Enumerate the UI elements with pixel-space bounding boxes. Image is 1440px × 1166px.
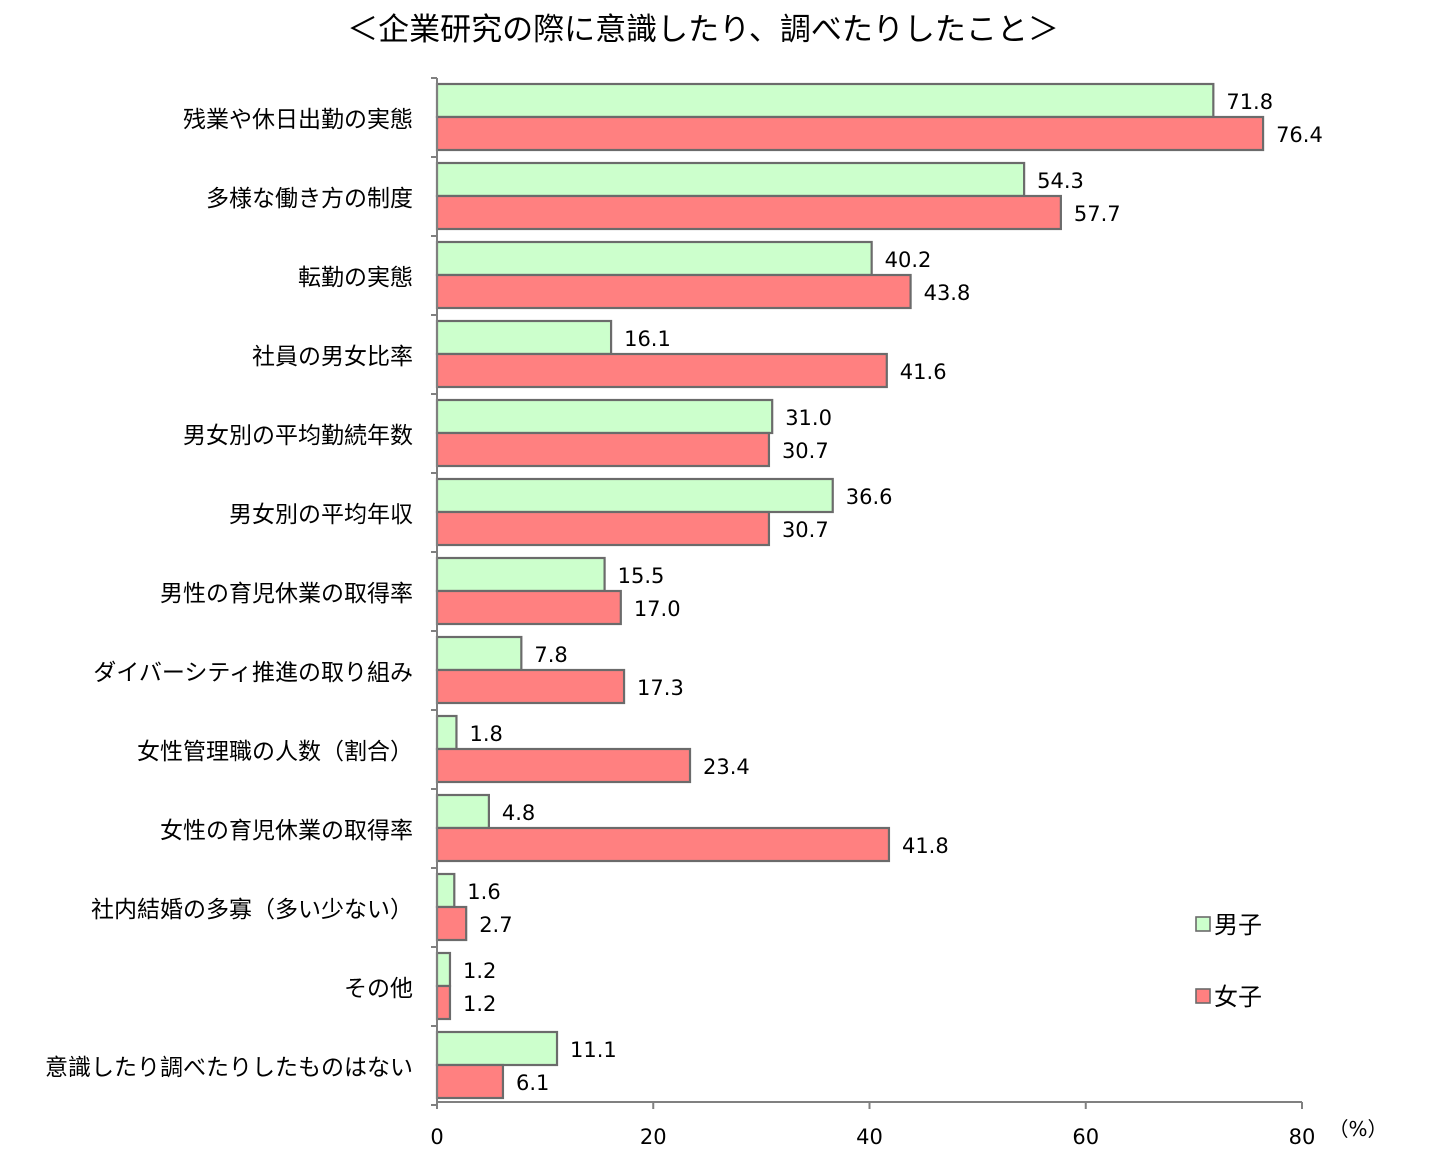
category-label: 男女別の平均年収 xyxy=(229,502,413,528)
unit-label: （%） xyxy=(1328,1117,1387,1141)
bar-female xyxy=(435,194,1062,231)
legend-label-female: 女子 xyxy=(1214,983,1262,1011)
legend-label-male: 男子 xyxy=(1214,911,1262,939)
category-label: 残業や休日出勤の実態 xyxy=(183,107,413,133)
category-label: 社内結婚の多寡（多い少ない） xyxy=(91,897,413,923)
bar-male xyxy=(435,951,452,988)
bar-female xyxy=(435,1063,505,1100)
category-label: 転勤の実態 xyxy=(298,265,413,291)
bar-male xyxy=(435,714,458,751)
data-label-male: 1.6 xyxy=(467,880,500,904)
bar-male xyxy=(435,793,491,830)
bar-female xyxy=(435,352,888,389)
data-label-female: 57.7 xyxy=(1074,202,1121,226)
bar-female xyxy=(435,431,771,468)
data-label-female: 6.1 xyxy=(516,1071,549,1095)
bars-layer: 残業や休日出勤の実態 71.876.4 多様な働き方の制度 54.3 57.7 転勤の実態… xyxy=(45,82,1323,1100)
data-label-male: 11.1 xyxy=(570,1038,617,1062)
data-label-female: 30.7 xyxy=(782,439,829,463)
bar-male xyxy=(435,556,606,593)
data-label-male: 54.3 xyxy=(1037,169,1084,193)
bar-female xyxy=(435,589,622,626)
chart-title: ＜企業研究の際に意識したり、調べたりしたこと＞ xyxy=(347,12,1059,48)
data-label-female: 1.2 xyxy=(463,992,496,1016)
bar-female xyxy=(435,668,626,705)
bar-female xyxy=(435,273,912,310)
x-tick-label: 40 xyxy=(856,1125,883,1149)
axis-layer: 0 20 40 60 80 xyxy=(430,77,1316,1149)
bar-male xyxy=(435,872,456,909)
data-label-male: 31.0 xyxy=(785,406,832,430)
data-label-male: 1.2 xyxy=(463,959,496,983)
data-label-male: 7.8 xyxy=(534,643,567,667)
bar-male xyxy=(435,319,613,356)
bar-male xyxy=(435,398,774,435)
data-label-female: 41.8 xyxy=(902,834,949,858)
category-label: ダイバーシティ推進の取り組み xyxy=(93,660,413,686)
category-label: 男女別の平均勤続年数 xyxy=(183,423,413,449)
data-label-male: 71.8 xyxy=(1226,90,1273,114)
data-label-female: 76.4 xyxy=(1276,123,1323,147)
category-label: 多様な働き方の制度 xyxy=(206,186,413,212)
bar-female xyxy=(435,984,452,1021)
legend-swatch-female xyxy=(1195,988,1211,1004)
data-label-female: 23.4 xyxy=(703,755,750,779)
data-label-male: 40.2 xyxy=(885,248,932,272)
category-label: 意識したり調べたりしたものはない xyxy=(45,1055,413,1081)
bar-male xyxy=(435,82,1215,119)
data-label-male: 36.6 xyxy=(846,485,893,509)
data-label-male: 4.8 xyxy=(502,801,535,825)
category-label: 女性管理職の人数（割合） xyxy=(137,739,413,765)
category-label: 女性の育児休業の取得率 xyxy=(160,818,413,844)
category-label: その他 xyxy=(344,976,413,1002)
x-tick-label: 20 xyxy=(640,1125,667,1149)
x-tick-label: 60 xyxy=(1072,1125,1099,1149)
bar-male xyxy=(435,635,523,672)
bar-male xyxy=(435,477,834,514)
bar-female xyxy=(435,905,468,942)
bar-female xyxy=(435,747,692,784)
x-tick-label: 0 xyxy=(430,1125,443,1149)
bar-male xyxy=(435,161,1026,198)
bar-male xyxy=(435,240,873,277)
data-label-female: 17.0 xyxy=(634,597,681,621)
x-tick-label: 80 xyxy=(1289,1125,1316,1149)
bar-male xyxy=(435,1030,559,1067)
bar-female xyxy=(435,510,771,547)
data-label-female: 17.3 xyxy=(637,676,684,700)
category-label: 男性の育児休業の取得率 xyxy=(160,581,413,607)
category-label: 社員の男女比率 xyxy=(252,344,413,370)
data-label-male: 15.5 xyxy=(618,564,665,588)
data-label-female: 41.6 xyxy=(900,360,947,384)
data-label-male: 1.8 xyxy=(469,722,502,746)
data-label-female: 2.7 xyxy=(479,913,512,937)
data-label-female: 30.7 xyxy=(782,518,829,542)
data-label-female: 43.8 xyxy=(924,281,971,305)
bar-female xyxy=(435,115,1265,152)
legend-swatch-male xyxy=(1195,916,1211,932)
data-label-male: 16.1 xyxy=(624,327,671,351)
bar-female xyxy=(435,826,891,863)
